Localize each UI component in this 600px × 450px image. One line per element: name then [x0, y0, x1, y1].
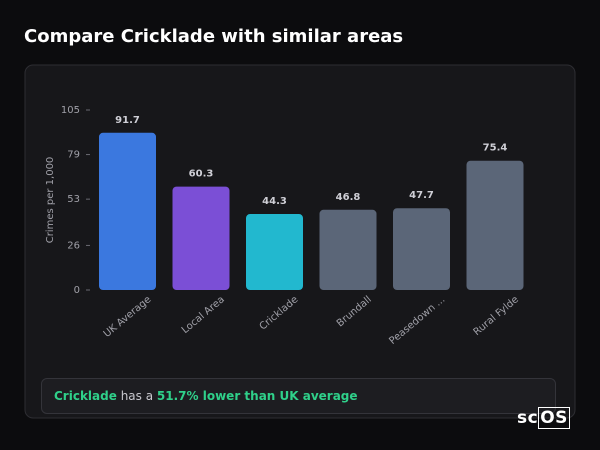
bar	[393, 208, 450, 290]
logo-prefix: sc	[517, 408, 539, 428]
logo: sc OS	[517, 407, 570, 429]
value-label: 44.3	[262, 196, 287, 207]
bar	[319, 209, 377, 290]
summary-text: has a	[120, 389, 154, 403]
bar	[172, 186, 230, 290]
y-tick-label: 0	[74, 285, 80, 296]
value-label: 91.7	[115, 115, 140, 126]
summary-area: Cricklade	[54, 389, 117, 403]
summary: Cricklade has a 51.7% lower than UK aver…	[41, 378, 556, 414]
logo-box: OS	[538, 407, 570, 429]
chart-title: Compare Cricklade with similar areas	[24, 26, 403, 47]
bar	[466, 160, 524, 290]
y-tick-label: 26	[67, 240, 80, 251]
value-label: 47.7	[409, 190, 434, 201]
summary-highlight: 51.7% lower than UK average	[156, 389, 358, 403]
y-tick-label: 79	[67, 150, 80, 161]
bar	[99, 132, 156, 290]
value-label: 75.4	[483, 143, 508, 154]
value-label: 60.3	[189, 169, 214, 180]
y-axis-label: Crimes per 1,000	[45, 157, 56, 244]
value-label: 46.8	[336, 192, 361, 203]
y-tick-label: 105	[61, 105, 80, 116]
y-tick-label: 53	[67, 194, 80, 205]
bar	[246, 214, 303, 290]
